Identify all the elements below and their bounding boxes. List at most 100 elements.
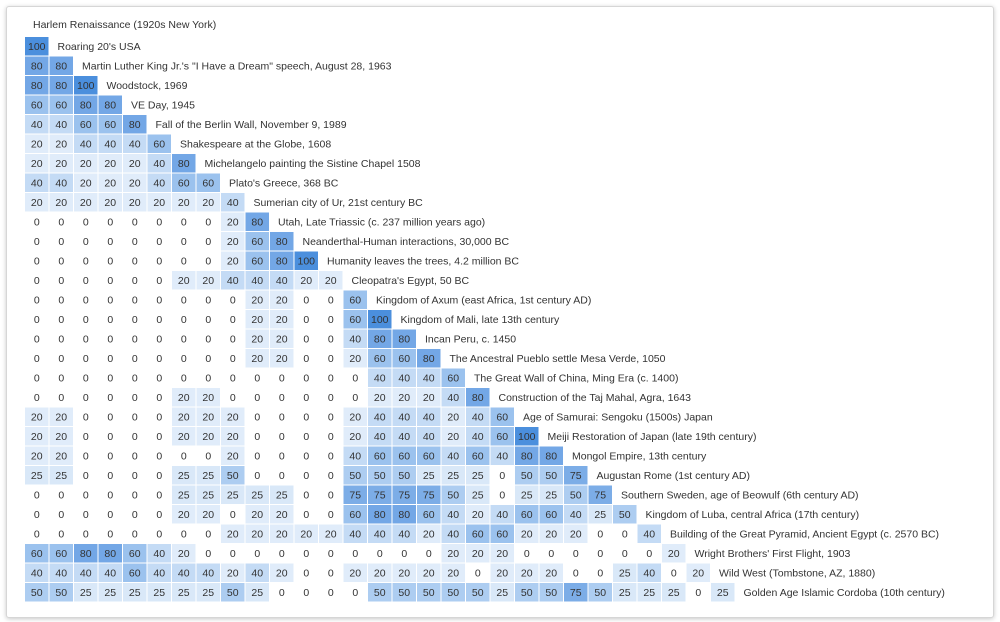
heatmap-cell (147, 193, 171, 212)
heatmap-cell-value: 60 (496, 431, 508, 443)
heatmap-cell (294, 271, 318, 290)
heatmap-cell-value: 20 (521, 528, 533, 540)
heatmap-cell-value: 60 (55, 99, 67, 111)
heatmap-cell-value: 0 (132, 411, 138, 423)
heatmap-cell (74, 173, 98, 192)
heatmap-cell-value: 40 (374, 372, 386, 384)
heatmap-cell-value: 40 (251, 567, 263, 579)
heatmap-cell (147, 446, 171, 465)
heatmap-cell (221, 485, 245, 504)
heatmap-cell (25, 310, 49, 329)
heatmap-cell-value: 0 (230, 372, 236, 384)
heatmap-cell (49, 388, 73, 407)
heatmap-cell (515, 505, 539, 524)
heatmap-cell (441, 368, 465, 387)
heatmap-cell (221, 251, 245, 270)
heatmap-cell (196, 329, 220, 348)
heatmap-cell-value: 0 (83, 450, 89, 462)
heatmap-cell-value: 40 (423, 431, 435, 443)
heatmap-cell (74, 251, 98, 270)
heatmap-cell-value: 25 (496, 587, 508, 599)
heatmap-cell (25, 56, 49, 75)
heatmap-cell (25, 407, 49, 426)
row-label: Mongol Empire, 13th century (572, 450, 707, 462)
heatmap-cell (147, 407, 171, 426)
heatmap-cell-value: 100 (518, 431, 536, 443)
heatmap-cell (98, 583, 122, 602)
heatmap-cell (294, 446, 318, 465)
heatmap-cell (196, 583, 220, 602)
heatmap-cell (123, 193, 147, 212)
heatmap-cell-value: 80 (55, 60, 67, 72)
heatmap-cell-value: 60 (55, 548, 67, 560)
heatmap-cell (637, 583, 661, 602)
heatmap-cell-value: 0 (58, 294, 64, 306)
heatmap-cell-value: 0 (181, 528, 187, 540)
heatmap-cell-value: 20 (349, 411, 361, 423)
heatmap-cell (368, 563, 392, 582)
heatmap-cell-value: 50 (545, 587, 557, 599)
heatmap-cell (147, 134, 171, 153)
heatmap-cell (245, 583, 269, 602)
heatmap-cell-value: 80 (129, 119, 141, 131)
heatmap-cell (172, 310, 196, 329)
heatmap-cell (74, 427, 98, 446)
heatmap-cell (368, 485, 392, 504)
heatmap-cell (294, 427, 318, 446)
heatmap-cell (147, 485, 171, 504)
row-label: The Ancestral Pueblo settle Mesa Verde, … (450, 353, 666, 365)
heatmap-cell-value: 0 (83, 372, 89, 384)
heatmap-cell-value: 0 (254, 392, 260, 404)
heatmap-cell-value: 20 (423, 392, 435, 404)
heatmap-cell-value: 0 (254, 470, 260, 482)
heatmap-cell (662, 563, 686, 582)
heatmap-cell (490, 407, 514, 426)
heatmap-cell (172, 446, 196, 465)
heatmap-cell-value: 0 (34, 489, 40, 501)
heatmap-cell (319, 524, 343, 543)
heatmap-cell (172, 368, 196, 387)
heatmap-cell-value: 40 (31, 177, 43, 189)
heatmap-cell-value: 60 (472, 450, 484, 462)
heatmap-cell (98, 134, 122, 153)
heatmap-cell (245, 466, 269, 485)
heatmap-cell-value: 50 (31, 587, 43, 599)
heatmap-cell-value: 0 (34, 314, 40, 326)
row-label: Roaring 20's USA (58, 41, 141, 53)
heatmap-cell (368, 310, 392, 329)
heatmap-cell (123, 427, 147, 446)
row-label: Kingdom of Axum (east Africa, 1st centur… (376, 294, 591, 306)
heatmap-cell-value: 0 (254, 431, 260, 443)
heatmap-cell (172, 349, 196, 368)
heatmap-cell-value: 0 (58, 353, 64, 365)
heatmap-cell-value: 0 (695, 587, 701, 599)
heatmap-cell-value: 0 (83, 353, 89, 365)
heatmap-cell-value: 0 (524, 548, 530, 560)
heatmap-cell (221, 544, 245, 563)
heatmap-cell-value: 20 (31, 197, 43, 209)
row-label: Woodstock, 1969 (107, 80, 188, 92)
row-label: Martin Luther King Jr.'s "I Have a Dream… (82, 60, 392, 72)
row-label: Incan Peru, c. 1450 (425, 333, 516, 345)
heatmap-cell-value: 60 (423, 509, 435, 521)
heatmap-cell-value: 0 (230, 548, 236, 560)
row-label: Wild West (Tombstone, AZ, 1880) (719, 567, 875, 579)
heatmap-cell-value: 60 (349, 509, 361, 521)
heatmap-cell (294, 485, 318, 504)
heatmap-cell-value: 20 (31, 138, 43, 150)
heatmap-cell-value: 75 (398, 489, 410, 501)
heatmap-cell-value: 20 (153, 197, 165, 209)
heatmap-cell (221, 193, 245, 212)
heatmap-cell-value: 0 (83, 528, 89, 540)
heatmap-cell (25, 271, 49, 290)
heatmap-cell (343, 407, 367, 426)
heatmap-cell-value: 25 (227, 489, 239, 501)
heatmap-cell (343, 290, 367, 309)
heatmap-cell (368, 368, 392, 387)
heatmap-cell (319, 407, 343, 426)
heatmap-cell-value: 0 (132, 314, 138, 326)
heatmap-cell (74, 349, 98, 368)
heatmap-cell-value: 0 (132, 528, 138, 540)
heatmap-cell-value: 80 (398, 333, 410, 345)
heatmap-cell (245, 271, 269, 290)
